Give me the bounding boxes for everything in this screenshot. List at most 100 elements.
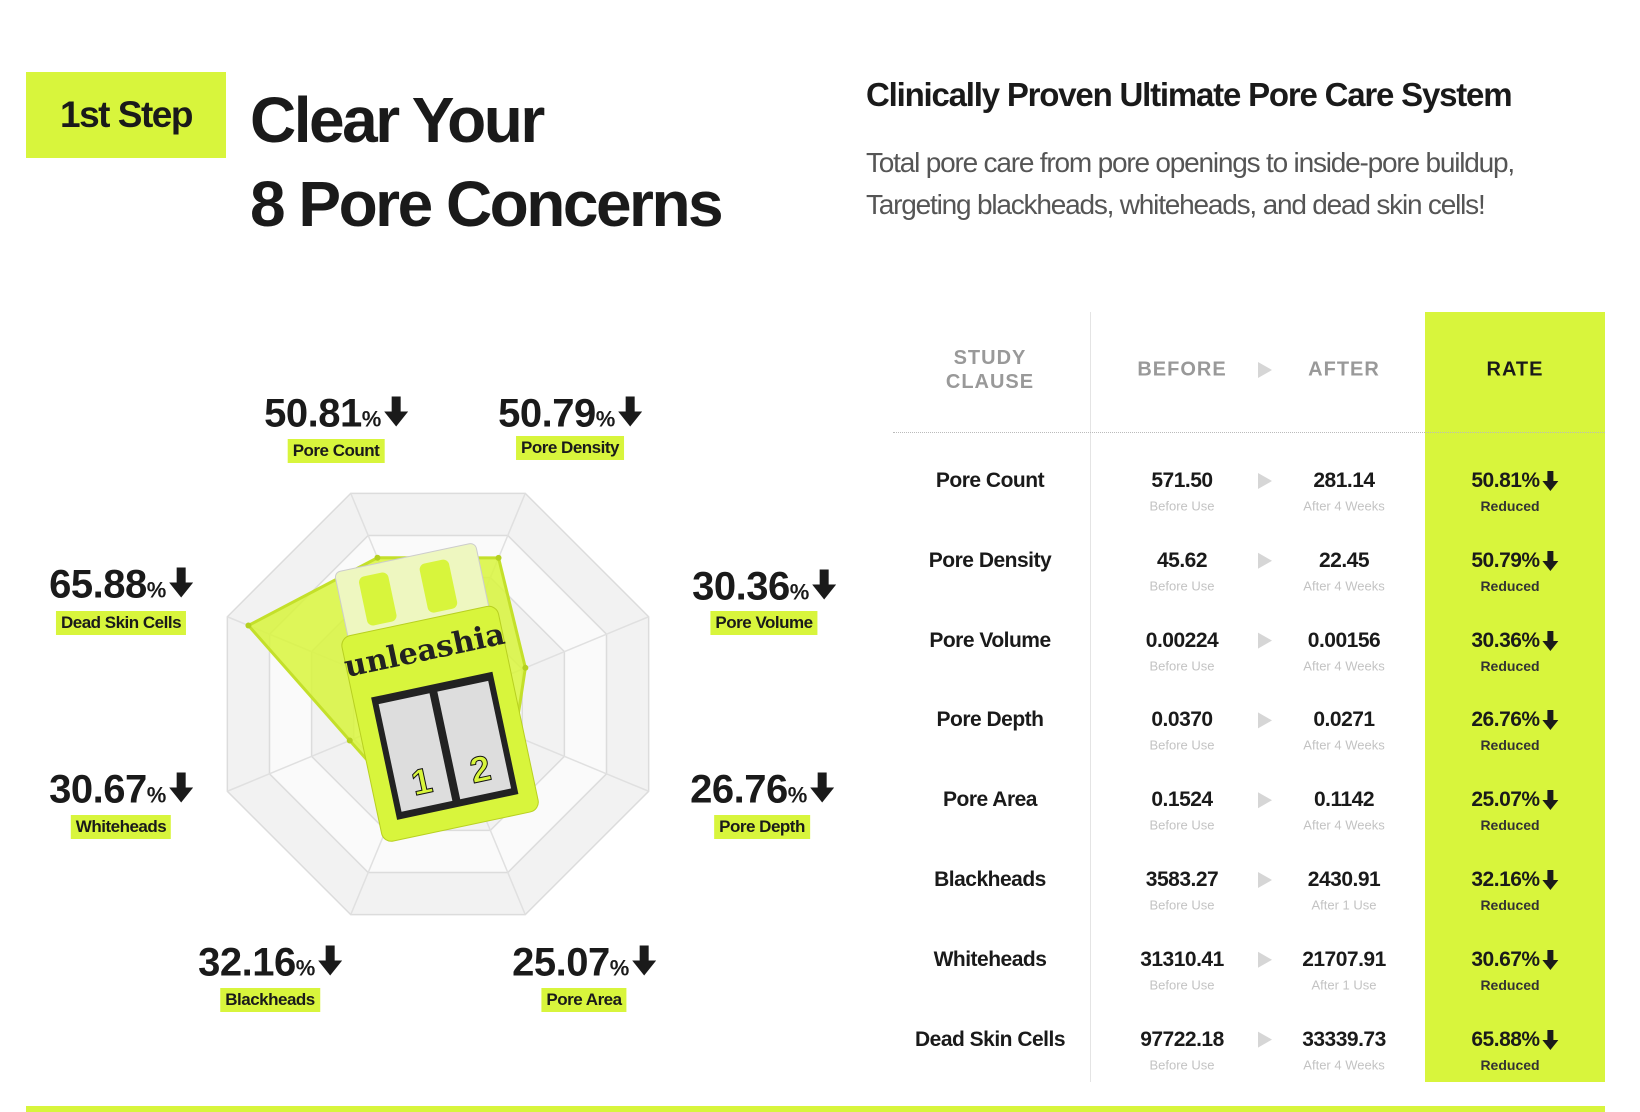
down-arrow xyxy=(1542,1029,1559,1050)
study-clause: Pore Area xyxy=(943,788,1037,812)
flow-arrow xyxy=(1258,552,1272,569)
rate-note: Reduced xyxy=(1480,498,1540,514)
after-note: After 4 Weeks xyxy=(1303,817,1385,833)
rate-value: 50.79% xyxy=(1471,548,1559,573)
radar-category: Pore Area xyxy=(541,988,627,1012)
flow-arrow xyxy=(1258,792,1272,809)
arrow-shape xyxy=(809,772,834,803)
study-clause: Pore Density xyxy=(928,548,1052,572)
product-pump xyxy=(419,559,458,613)
radar-category: Dead Skin Cells xyxy=(55,611,187,635)
value-number: 50.79 xyxy=(498,391,596,436)
after-value: 0.00156 xyxy=(1307,628,1381,652)
after-value: 2430.91 xyxy=(1307,868,1381,891)
arrow-shape xyxy=(1542,550,1559,571)
flow-arrow xyxy=(1258,712,1272,729)
study-clause: Pore Volume xyxy=(929,628,1051,652)
value-number: 25.07 xyxy=(512,940,610,985)
radar-category: Blackheads xyxy=(220,988,320,1012)
rate-note: Reduced xyxy=(1480,577,1540,594)
arrow-shape xyxy=(1542,710,1559,731)
rate-text: 50.81% xyxy=(1471,469,1540,492)
radar-value: 25.07% xyxy=(512,941,656,986)
radar-category: Whiteheads xyxy=(70,815,172,839)
arrow-shape xyxy=(317,945,342,976)
bottom-strip xyxy=(26,1106,1605,1112)
value-number: 32.16 xyxy=(198,940,296,985)
after-note: After 1 Use xyxy=(1311,977,1377,993)
down-arrow xyxy=(1542,710,1559,731)
down-arrow xyxy=(1542,471,1559,491)
subtitle: Clinically Proven Ultimate Pore Care Sys… xyxy=(866,76,1513,113)
after-note: After 4 Weeks xyxy=(1303,737,1385,753)
step-badge xyxy=(26,72,226,158)
rate-note: Reduced xyxy=(1480,817,1540,834)
after-note: After 4 Weeks xyxy=(1303,658,1385,674)
description-line: Total pore care from pore openings to in… xyxy=(866,147,1515,178)
radar-value: 26.76% xyxy=(690,768,834,813)
before-note: Before Use xyxy=(1149,897,1215,913)
value-unit: % xyxy=(789,579,810,605)
rate-text: 25.07% xyxy=(1471,788,1540,812)
arrow-shape xyxy=(617,396,642,427)
description: Total pore care from pore openings to in… xyxy=(866,142,1515,226)
down-arrow xyxy=(168,772,193,803)
arrow-shape xyxy=(383,396,408,427)
rate-value: 30.67% xyxy=(1471,947,1559,972)
table-header: STUDY CLAUSE xyxy=(945,347,1035,393)
after-note: After 1 Use xyxy=(1311,897,1377,913)
rate-text: 50.79% xyxy=(1471,548,1540,572)
arrow-shape xyxy=(1542,949,1559,970)
value-number: 65.88 xyxy=(49,562,147,607)
value-number: 26.76 xyxy=(690,767,788,812)
radar-value: 50.79% xyxy=(498,392,642,437)
rate-text: 32.16% xyxy=(1471,868,1540,891)
rate-value: 65.88% xyxy=(1471,1028,1559,1052)
before-value: 0.1524 xyxy=(1151,788,1213,812)
after-value: 21707.91 xyxy=(1302,947,1386,971)
after-value: 281.14 xyxy=(1313,469,1375,492)
flow-arrow xyxy=(1258,1031,1272,1048)
before-note: Before Use xyxy=(1149,737,1215,753)
before-note: Before Use xyxy=(1149,977,1215,993)
down-arrow xyxy=(809,772,834,803)
down-arrow xyxy=(631,945,656,976)
column-divider xyxy=(1090,312,1091,1082)
arrow-shape xyxy=(1542,870,1559,890)
value-number: 50.81 xyxy=(264,391,362,436)
after-value: 22.45 xyxy=(1318,548,1370,572)
after-note: After 4 Weeks xyxy=(1303,498,1385,514)
before-value: 3583.27 xyxy=(1145,868,1219,891)
rate-column xyxy=(1425,312,1605,1082)
rate-note: Reduced xyxy=(1480,1056,1540,1073)
radar-category: Pore Count xyxy=(287,439,385,463)
radar-category: Pore Volume xyxy=(710,611,818,635)
before-note: Before Use xyxy=(1149,817,1215,833)
rate-note: Reduced xyxy=(1480,657,1540,674)
down-arrow xyxy=(1542,870,1559,890)
flow-arrow xyxy=(1258,473,1272,489)
table-header: AFTER xyxy=(1308,358,1380,381)
down-arrow xyxy=(317,945,342,976)
arrow-shape xyxy=(1542,630,1559,651)
rate-value: 30.36% xyxy=(1471,629,1559,653)
rate-note: Reduced xyxy=(1480,897,1540,913)
rate-text: 30.67% xyxy=(1471,947,1540,971)
before-value: 97722.18 xyxy=(1140,1027,1224,1051)
before-value: 0.0370 xyxy=(1151,708,1213,732)
product-pump xyxy=(359,572,397,626)
before-note: Before Use xyxy=(1149,578,1215,594)
value-unit: % xyxy=(609,955,630,981)
down-arrow xyxy=(617,396,642,427)
study-clause: Pore Depth xyxy=(936,708,1044,732)
down-arrow xyxy=(1542,550,1559,571)
study-clause: Blackheads xyxy=(934,868,1046,891)
study-clause: Pore Count xyxy=(935,469,1045,492)
before-note: Before Use xyxy=(1149,1057,1215,1073)
table-header: BEFORE xyxy=(1137,358,1227,381)
before-note: Before Use xyxy=(1149,658,1215,674)
description-line: Targeting blackheads, whiteheads, and de… xyxy=(866,189,1486,220)
radar-point xyxy=(346,737,353,744)
after-value: 0.0271 xyxy=(1313,708,1375,732)
